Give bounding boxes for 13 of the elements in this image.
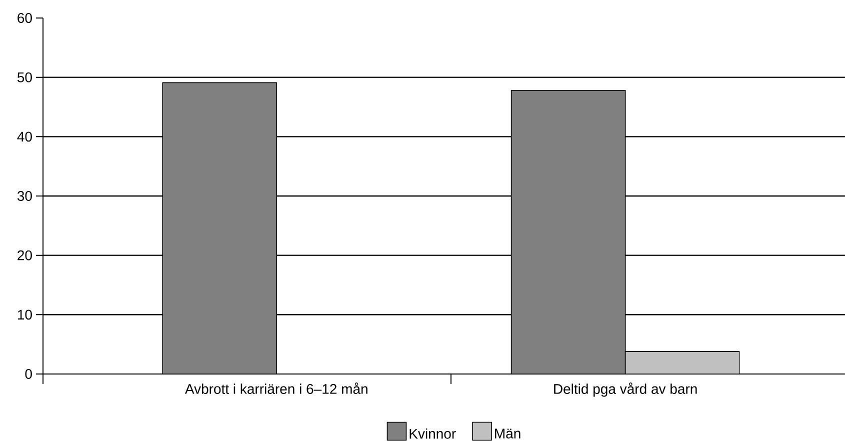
y-tick-label: 50	[17, 72, 32, 82]
y-tick-label: 30	[17, 191, 32, 201]
y-tick-label: 60	[18, 13, 32, 23]
y-tick-label: 10	[18, 310, 32, 320]
y-tick-label: 0	[25, 369, 32, 379]
bar	[162, 82, 278, 374]
y-tick-label: 20	[18, 250, 32, 260]
legend-label: Kvinnor	[410, 428, 456, 439]
y-tick-label: 40	[17, 132, 32, 142]
x-tick-label: Deltid pga vård av barn	[554, 382, 697, 397]
x-tick-label: Avbrott i karriären i 6–12 mån	[184, 382, 368, 394]
legend-label: Män	[495, 428, 520, 438]
bar	[510, 90, 626, 374]
